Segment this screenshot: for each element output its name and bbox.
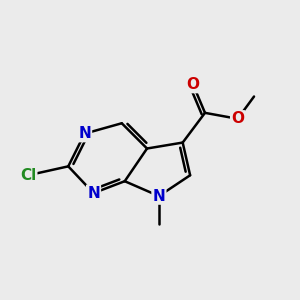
Text: O: O bbox=[231, 111, 244, 126]
Text: N: N bbox=[152, 189, 165, 204]
Text: N: N bbox=[87, 186, 100, 201]
Text: O: O bbox=[187, 77, 200, 92]
Text: Cl: Cl bbox=[20, 168, 36, 183]
Text: N: N bbox=[78, 126, 91, 141]
